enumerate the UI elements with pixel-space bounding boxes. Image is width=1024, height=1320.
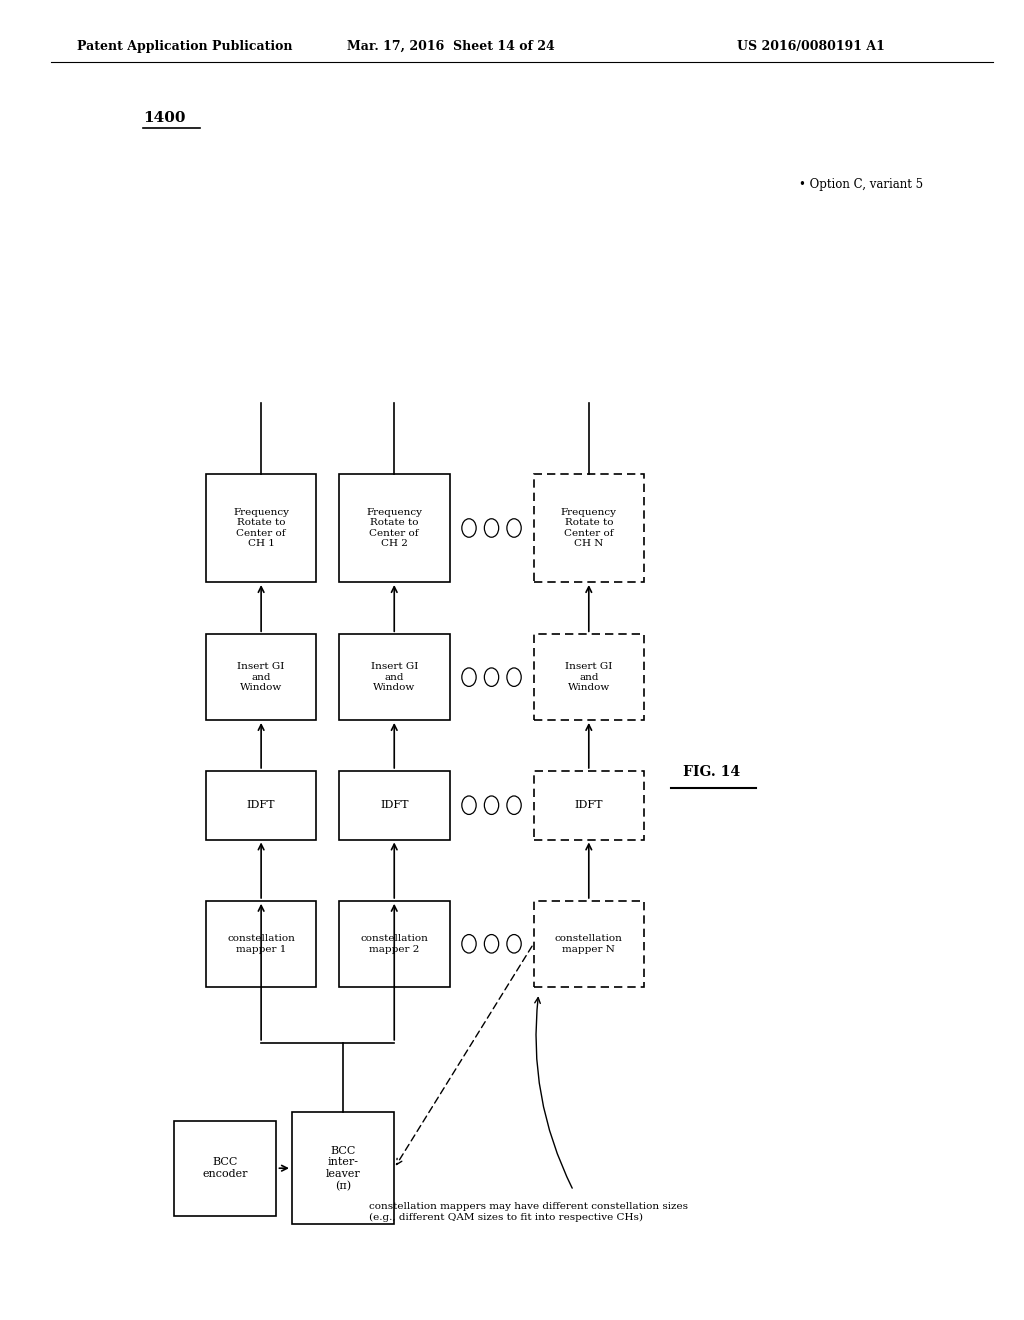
Bar [206, 771, 316, 840]
Bar [206, 634, 316, 721]
Text: constellation
mapper N: constellation mapper N [555, 935, 623, 953]
Text: Insert GI
and
Window: Insert GI and Window [238, 663, 285, 692]
Text: • Option C, variant 5: • Option C, variant 5 [799, 178, 923, 191]
Text: BCC
encoder: BCC encoder [203, 1158, 248, 1179]
Text: Frequency
Rotate to
Center of
CH N: Frequency Rotate to Center of CH N [561, 508, 616, 548]
Bar [339, 634, 450, 721]
Text: BCC
inter-
leaver
(π): BCC inter- leaver (π) [326, 1146, 360, 1191]
Bar [292, 1111, 394, 1225]
Bar [339, 474, 450, 582]
Text: IDFT: IDFT [247, 800, 275, 810]
Text: constellation mappers may have different constellation sizes
(e.g., different QA: constellation mappers may have different… [369, 1203, 688, 1221]
Bar [206, 902, 316, 987]
Bar [534, 902, 644, 987]
Bar [339, 771, 450, 840]
Bar [206, 474, 316, 582]
Bar [534, 771, 644, 840]
Text: Frequency
Rotate to
Center of
CH 2: Frequency Rotate to Center of CH 2 [367, 508, 422, 548]
Text: constellation
mapper 1: constellation mapper 1 [227, 935, 295, 953]
Bar [339, 902, 450, 987]
Text: Insert GI
and
Window: Insert GI and Window [371, 663, 418, 692]
Text: Insert GI
and
Window: Insert GI and Window [565, 663, 612, 692]
Text: Mar. 17, 2016  Sheet 14 of 24: Mar. 17, 2016 Sheet 14 of 24 [347, 40, 554, 53]
Text: IDFT: IDFT [574, 800, 603, 810]
Text: constellation
mapper 2: constellation mapper 2 [360, 935, 428, 953]
Text: 1400: 1400 [143, 111, 186, 125]
Text: IDFT: IDFT [380, 800, 409, 810]
Bar [534, 634, 644, 721]
Text: FIG. 14: FIG. 14 [683, 766, 740, 779]
Bar [534, 474, 644, 582]
Text: Frequency
Rotate to
Center of
CH 1: Frequency Rotate to Center of CH 1 [233, 508, 289, 548]
Text: Patent Application Publication: Patent Application Publication [77, 40, 292, 53]
Text: US 2016/0080191 A1: US 2016/0080191 A1 [737, 40, 885, 53]
Bar [174, 1121, 276, 1216]
